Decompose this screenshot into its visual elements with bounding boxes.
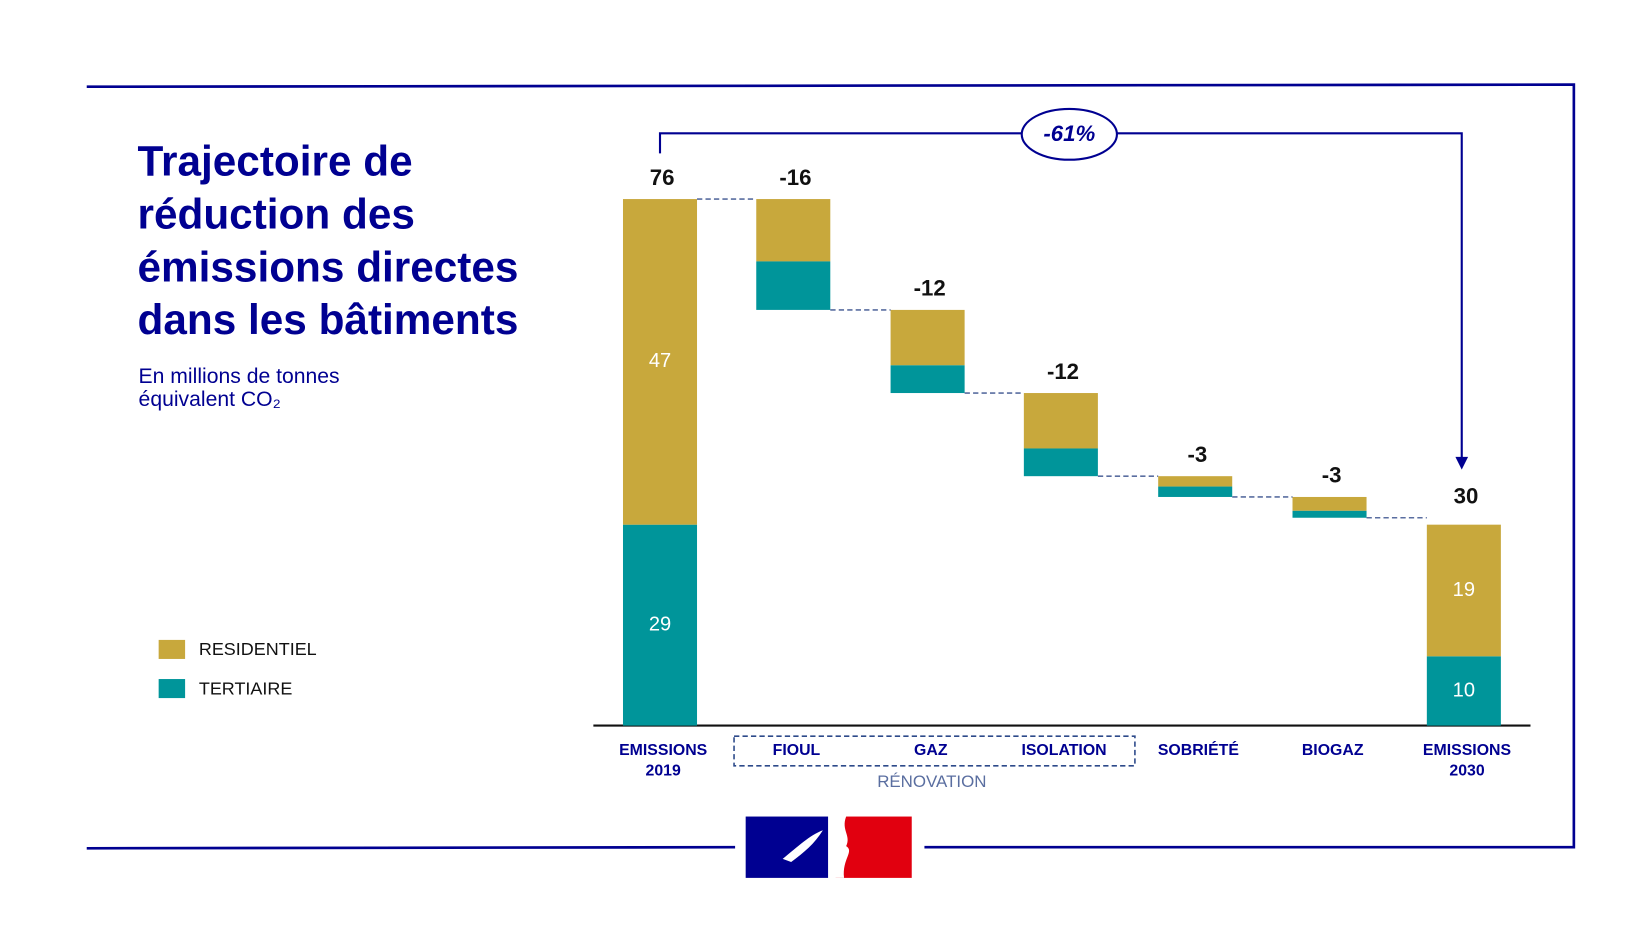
x-tick-label: BIOGAZ: [1301, 741, 1364, 760]
legend-label: RESIDENTIEL: [199, 639, 317, 659]
x-tick-label: ISOLATION: [1021, 741, 1107, 760]
x-tick-label: FIOUL: [772, 741, 821, 760]
total-label: -16: [779, 165, 811, 190]
bar-segment: [622, 199, 698, 525]
bar-segment: [1292, 496, 1367, 511]
x-tick-label: GAZ: [914, 741, 948, 760]
segment-label: 29: [649, 613, 671, 635]
x-tick-label: EMISSIONS 2019: [619, 741, 708, 780]
x-label-box: EMISSIONS 2019: [619, 741, 708, 780]
segment-label: 10: [1453, 679, 1475, 701]
x-tick-label: SOBRIÉTÉ: [1157, 741, 1239, 760]
bar-segment: [1023, 393, 1098, 449]
canvas: Trajectoire de réduction des émissions d…: [86, 83, 1576, 878]
total-label: -12: [914, 276, 946, 301]
total-label: 30: [1454, 484, 1479, 509]
x-label-box: FIOUL: [772, 741, 821, 760]
frame: [86, 83, 1576, 850]
title-box: Trajectoire de réduction des émissions d…: [137, 138, 519, 344]
bracket: [658, 132, 1463, 460]
group-box: [733, 735, 1136, 767]
segment-label: 19: [1453, 579, 1475, 601]
bar-segment: [890, 365, 965, 394]
bar-segment: [1158, 476, 1233, 487]
bar-segment: [890, 309, 965, 366]
bar-segment: [1292, 510, 1367, 518]
bar-segment: [1023, 448, 1098, 477]
legend-swatch: [158, 639, 186, 659]
logo: [745, 816, 912, 878]
total-label: -12: [1047, 359, 1079, 384]
group-label: RÉNOVATION: [877, 772, 986, 791]
x-label-box: EMISSIONS 2030: [1422, 741, 1512, 780]
bar-segment: [1158, 486, 1233, 497]
x-label-box: SOBRIÉTÉ: [1157, 741, 1239, 760]
x-label-box: GAZ: [914, 741, 948, 760]
legend-swatch: [158, 679, 186, 699]
bar-segment: [756, 261, 831, 310]
annotation: -61%: [1043, 121, 1095, 146]
x-tick-label: EMISSIONS 2030: [1422, 741, 1512, 780]
chart-subtitle: En millions de tonnes équivalent CO₂: [138, 364, 340, 412]
segment-label: 47: [649, 350, 671, 372]
bar-segment: [756, 199, 831, 262]
bar-segment: [1426, 656, 1501, 726]
total-label: 76: [650, 165, 675, 190]
chart-title: Trajectoire de réduction des émissions d…: [137, 138, 519, 344]
legend-label: TERTIAIRE: [199, 678, 293, 698]
annotation-badge: [1020, 107, 1118, 161]
arrow-head: [1455, 456, 1469, 470]
total-label: -3: [1322, 463, 1342, 488]
bar-segment: [622, 524, 698, 726]
subtitle-box: En millions de tonnes équivalent CO₂: [138, 364, 340, 412]
bar-segment: [1426, 524, 1501, 657]
x-label-box: BIOGAZ: [1301, 741, 1364, 760]
x-label-box: ISOLATION: [1021, 741, 1107, 760]
total-label: -3: [1187, 442, 1207, 467]
